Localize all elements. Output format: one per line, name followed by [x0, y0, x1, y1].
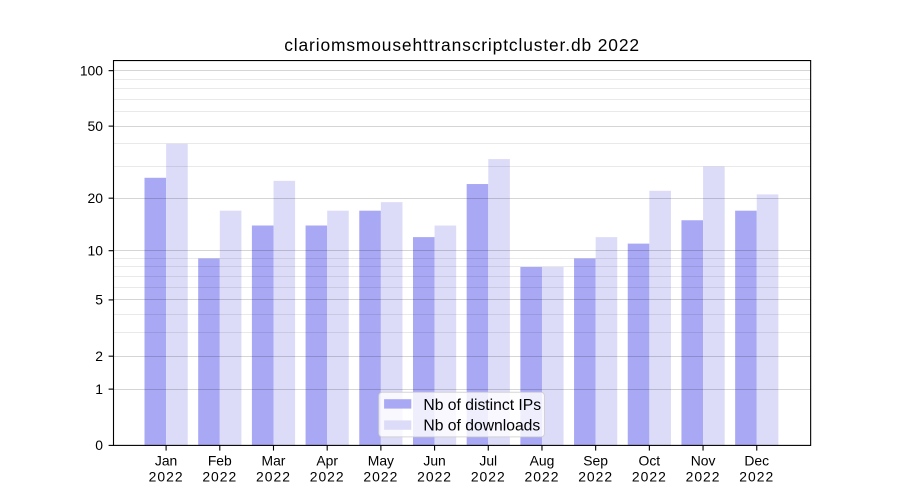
svg-text:2022: 2022	[149, 468, 184, 484]
svg-text:2: 2	[95, 348, 103, 364]
svg-text:May: May	[368, 453, 394, 469]
svg-text:50: 50	[88, 118, 104, 134]
svg-text:Dec: Dec	[744, 453, 769, 469]
svg-text:Sep: Sep	[583, 453, 608, 469]
svg-text:Jan: Jan	[155, 453, 177, 469]
svg-text:2022: 2022	[686, 468, 721, 484]
svg-text:1: 1	[95, 381, 103, 397]
svg-text:Jul: Jul	[479, 453, 497, 469]
svg-text:Nb of distinct IPs: Nb of distinct IPs	[423, 397, 541, 414]
svg-text:10: 10	[88, 242, 104, 258]
svg-text:20: 20	[88, 190, 104, 206]
svg-text:2022: 2022	[202, 468, 237, 484]
svg-text:clariomsmousehttranscriptclust: clariomsmousehttranscriptcluster.db 2022	[284, 35, 640, 55]
svg-text:5: 5	[95, 292, 103, 308]
svg-text:2022: 2022	[578, 468, 613, 484]
svg-text:2022: 2022	[417, 468, 452, 484]
svg-text:Nb of downloads: Nb of downloads	[423, 417, 540, 434]
svg-text:Feb: Feb	[208, 453, 232, 469]
svg-text:100: 100	[80, 62, 103, 78]
svg-text:Jun: Jun	[423, 453, 445, 469]
svg-text:2022: 2022	[471, 468, 506, 484]
svg-text:0: 0	[95, 437, 103, 453]
svg-text:Oct: Oct	[639, 453, 661, 469]
svg-text:2022: 2022	[739, 468, 774, 484]
svg-text:Aug: Aug	[530, 453, 555, 469]
svg-text:Apr: Apr	[316, 453, 338, 469]
svg-text:2022: 2022	[310, 468, 345, 484]
svg-text:2022: 2022	[363, 468, 398, 484]
svg-text:Mar: Mar	[262, 453, 286, 469]
svg-text:Nov: Nov	[691, 453, 716, 469]
svg-text:2022: 2022	[525, 468, 560, 484]
svg-text:2022: 2022	[256, 468, 291, 484]
svg-text:2022: 2022	[632, 468, 667, 484]
